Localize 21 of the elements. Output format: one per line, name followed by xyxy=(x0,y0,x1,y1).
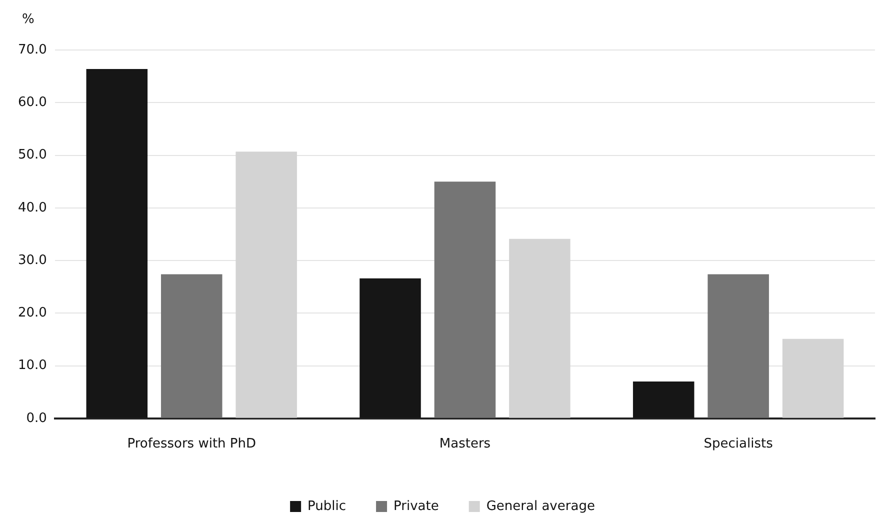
bar xyxy=(509,238,570,418)
x-tick-label: Professors with PhD xyxy=(127,436,256,452)
y-tick-label: 10.0 xyxy=(18,358,47,374)
bar xyxy=(160,274,222,418)
x-tick-label: Specialists xyxy=(704,436,774,452)
bar xyxy=(708,274,769,418)
y-tick-label: 60.0 xyxy=(18,95,47,110)
y-tick-label: 40.0 xyxy=(18,200,47,216)
y-tick-label: 30.0 xyxy=(18,252,47,268)
y-tick-label: 0.0 xyxy=(26,410,47,426)
y-tick-label: 50.0 xyxy=(18,148,47,163)
legend-label: Public xyxy=(308,498,346,514)
legend-label: Private xyxy=(394,498,439,514)
bar xyxy=(434,182,496,418)
bar xyxy=(236,152,297,418)
y-tick-label: 20.0 xyxy=(18,306,47,321)
bar xyxy=(782,338,844,418)
legend-label: General average xyxy=(486,498,595,514)
y-axis-title: % xyxy=(22,12,34,27)
x-tick-label: Masters xyxy=(439,436,491,452)
y-tick-label: 70.0 xyxy=(18,42,47,58)
